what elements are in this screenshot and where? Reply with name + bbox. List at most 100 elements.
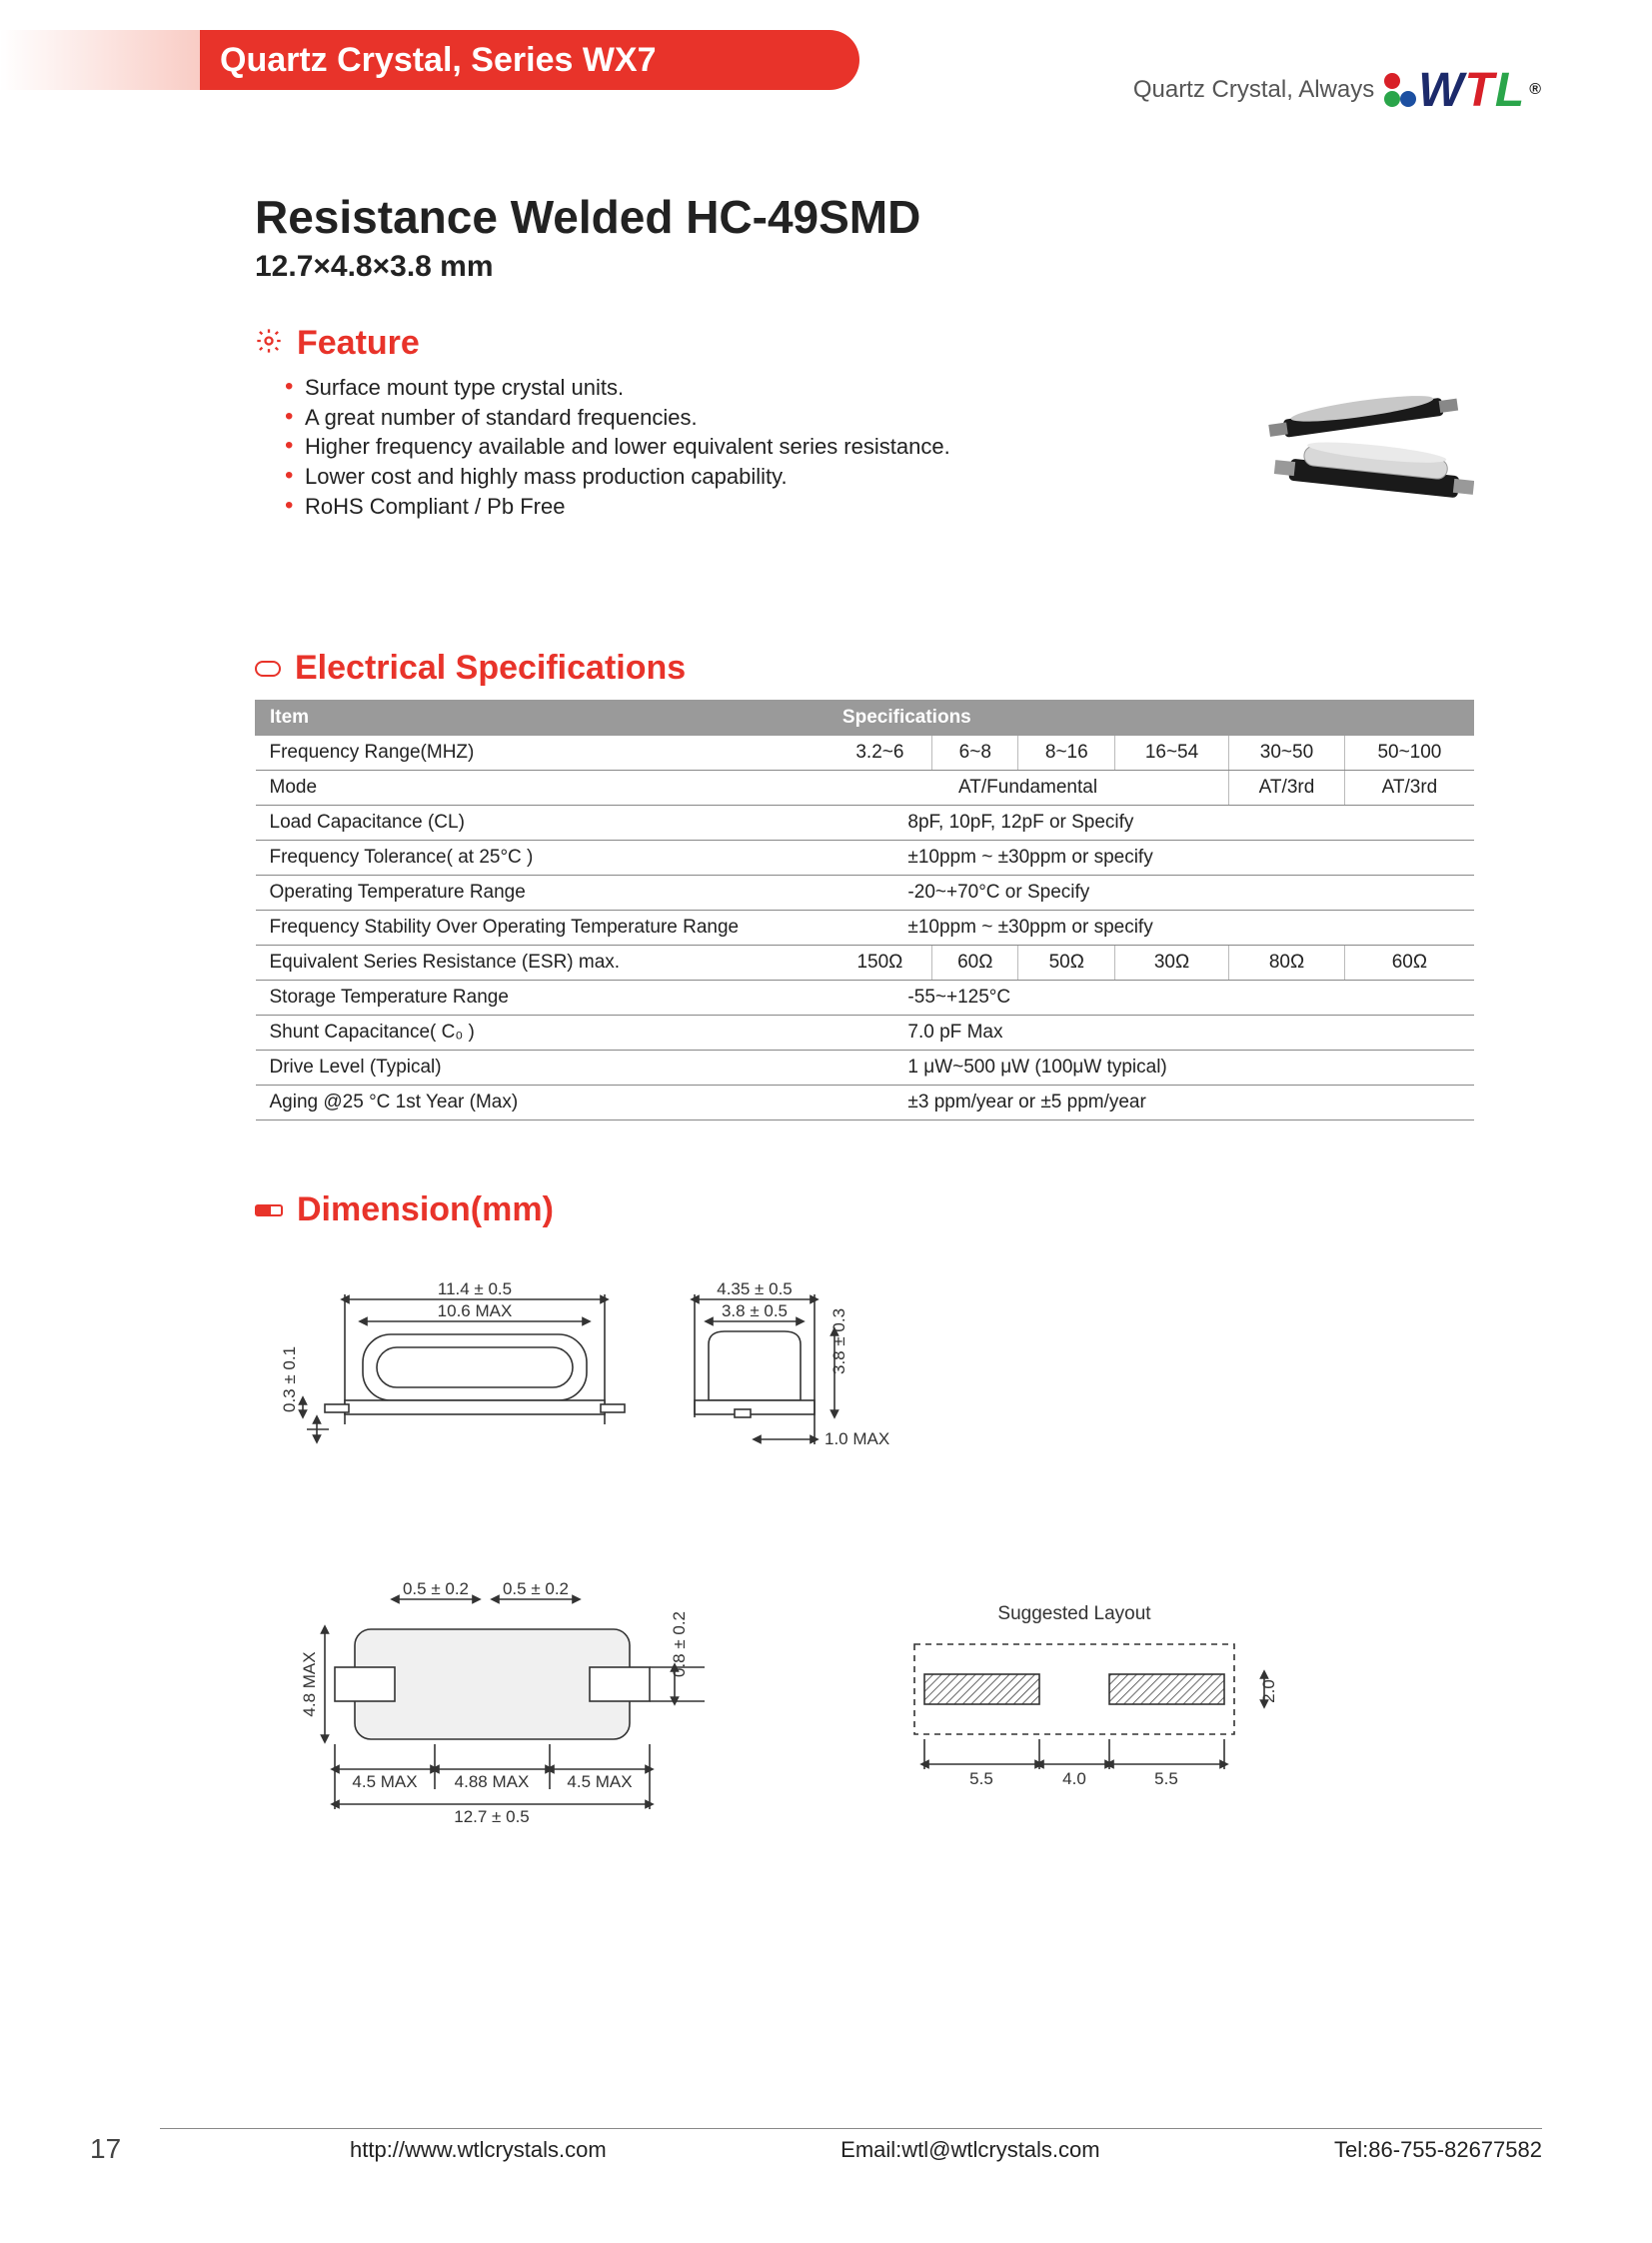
cell: 7.0 pF Max [827, 1016, 1473, 1051]
row-label: Aging @25 °C 1st Year (Max) [256, 1086, 828, 1121]
filled-rect-icon [255, 1204, 283, 1216]
table-row: Storage Temperature Range-55~+125°C [256, 981, 1474, 1016]
table-row: Frequency Range(MHZ) 3.2~6 6~8 8~16 16~5… [256, 736, 1474, 771]
row-label: Load Capacitance (CL) [256, 806, 828, 841]
page-number: 17 [90, 2133, 121, 2165]
footer-email: Email:wtl@wtlcrystals.com [840, 2137, 1099, 2163]
cell: AT/3rd [1228, 771, 1345, 806]
cell: ±10ppm ~ ±30ppm or specify [827, 911, 1473, 946]
dim-label: 11.4 ± 0.5 [438, 1279, 512, 1298]
tagline: Quartz Crystal, Always [1133, 76, 1374, 104]
ribbon-gradient [0, 30, 220, 90]
feature-item: Surface mount type crystal units. [285, 373, 950, 403]
dim-label: 1.0 MAX [825, 1429, 889, 1448]
cell: -20~+70°C or Specify [827, 876, 1473, 911]
cell: 30~50 [1228, 736, 1345, 771]
row-label: Operating Temperature Range [256, 876, 828, 911]
cell: ±10ppm ~ ±30ppm or specify [827, 841, 1473, 876]
dim-label: 4.35 ± 0.5 [717, 1279, 793, 1298]
cell: 16~54 [1115, 736, 1228, 771]
dim-label: 0.5 ± 0.2 [503, 1579, 569, 1598]
cell: -55~+125°C [827, 981, 1473, 1016]
feature-list: Surface mount type crystal units. A grea… [285, 373, 950, 521]
table-row: Shunt Capacitance( C₀ )7.0 pF Max [256, 1016, 1474, 1051]
table-row: Frequency Stability Over Operating Tempe… [256, 911, 1474, 946]
dim-label: 3.8 ± 0.3 [829, 1308, 848, 1374]
dim-label: 10.6 MAX [438, 1301, 513, 1320]
row-label: Frequency Range(MHZ) [256, 736, 828, 771]
row-label: Drive Level (Typical) [256, 1051, 828, 1086]
row-label: Frequency Tolerance( at 25°C ) [256, 841, 828, 876]
logo-dot-red [1384, 73, 1400, 89]
page-subtitle: 12.7×4.8×3.8 mm [255, 250, 1474, 284]
dimension-section: Dimension(mm) 11.4 ± 0.5 [255, 1190, 1474, 1939]
header: Quartz Crystal, Series WX7 Quartz Crysta… [0, 30, 1652, 90]
dim-heading: Dimension(mm) [297, 1190, 554, 1229]
cell: 6~8 [932, 736, 1018, 771]
logo-letter-w: W [1418, 63, 1464, 118]
feature-heading: Feature [297, 324, 420, 363]
header-right: Quartz Crystal, Always WTL ® [1133, 60, 1542, 120]
feature-item: Higher frequency available and lower equ… [285, 432, 950, 462]
cell: 80Ω [1228, 946, 1345, 981]
feature-item: Lower cost and highly mass production ca… [285, 462, 950, 492]
row-label: Storage Temperature Range [256, 981, 828, 1016]
rounded-rect-icon [255, 661, 281, 677]
gear-icon [255, 327, 283, 360]
cell: AT/3rd [1345, 771, 1474, 806]
elec-heading-row: Electrical Specifications [255, 649, 1474, 688]
row-label: Frequency Stability Over Operating Tempe… [256, 911, 828, 946]
dim-label: 4.0 [1062, 1769, 1086, 1788]
elec-heading: Electrical Specifications [295, 649, 686, 688]
dim-heading-row: Dimension(mm) [255, 1190, 1474, 1229]
table-row: Frequency Tolerance( at 25°C )±10ppm ~ ±… [256, 841, 1474, 876]
dim-label: 3.8 ± 0.5 [722, 1301, 788, 1320]
row-label: Mode [256, 771, 828, 806]
cell: 50Ω [1018, 946, 1115, 981]
table-row: Mode AT/Fundamental AT/3rd AT/3rd [256, 771, 1474, 806]
cell: 8pF, 10pF, 12pF or Specify [827, 806, 1473, 841]
content: Resistance Welded HC-49SMD 12.7×4.8×3.8 … [255, 190, 1474, 1939]
table-row: Load Capacitance (CL)8pF, 10pF, 12pF or … [256, 806, 1474, 841]
wtl-logo: WTL ® [1384, 63, 1542, 118]
table-row: Drive Level (Typical)1 μW~500 μW (100μW … [256, 1051, 1474, 1086]
cell: AT/Fundamental [827, 771, 1228, 806]
feature-item: A great number of standard frequencies. [285, 403, 950, 433]
logo-letter-t: T [1465, 63, 1495, 118]
row-label: Shunt Capacitance( C₀ ) [256, 1016, 828, 1051]
col-item: Item [256, 701, 828, 736]
ribbon-title: Quartz Crystal, Series WX7 [200, 30, 859, 90]
dim-label: 0.3 ± 0.1 [280, 1346, 299, 1412]
feature-item: RoHS Compliant / Pb Free [285, 492, 950, 522]
cell: 30Ω [1115, 946, 1228, 981]
table-row: Operating Temperature Range-20~+70°C or … [256, 876, 1474, 911]
footer-tel: Tel:86-755-82677582 [1334, 2137, 1542, 2163]
logo-dot-blue [1400, 91, 1416, 107]
logo-dot-green [1384, 91, 1400, 107]
feature-row: Surface mount type crystal units. A grea… [255, 373, 1474, 529]
dim-label: 5.5 [1154, 1769, 1178, 1788]
table-row: Aging @25 °C 1st Year (Max)±3 ppm/year o… [256, 1086, 1474, 1121]
cell: ±3 ppm/year or ±5 ppm/year [827, 1086, 1473, 1121]
cell: 50~100 [1345, 736, 1474, 771]
dim-label: 4.8 MAX [300, 1652, 319, 1717]
row-label: Equivalent Series Resistance (ESR) max. [256, 946, 828, 981]
cell: 150Ω [827, 946, 931, 981]
spec-header-row: Item Specifications [256, 701, 1474, 736]
logo-letter-l: L [1495, 63, 1525, 118]
suggested-layout-label: Suggested Layout [997, 1603, 1151, 1624]
table-row: Equivalent Series Resistance (ESR) max. … [256, 946, 1474, 981]
cell: 8~16 [1018, 736, 1115, 771]
footer-url: http://www.wtlcrystals.com [350, 2137, 607, 2163]
cell: 60Ω [1345, 946, 1474, 981]
electrical-spec-section: Electrical Specifications Item Specifica… [255, 649, 1474, 1121]
dim-label: 4.5 MAX [567, 1772, 632, 1791]
product-image [1264, 373, 1474, 503]
dim-label: 12.7 ± 0.5 [454, 1807, 530, 1826]
dim-label: 5.5 [969, 1769, 993, 1788]
registered-icon: ® [1529, 81, 1542, 99]
datasheet-page: Quartz Crystal, Series WX7 Quartz Crysta… [0, 0, 1652, 2243]
spec-table: Item Specifications Frequency Range(MHZ)… [255, 700, 1474, 1121]
dim-label: 4.5 MAX [352, 1772, 417, 1791]
page-title: Resistance Welded HC-49SMD [255, 190, 1474, 244]
